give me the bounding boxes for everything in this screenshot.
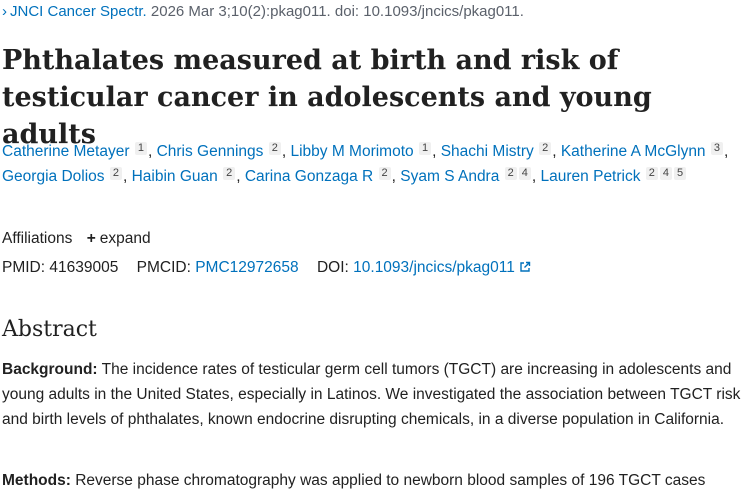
methods-label: Methods: <box>2 472 71 489</box>
doi-link[interactable]: 10.1093/jncics/pkag011 <box>353 259 531 276</box>
author-separator: , <box>531 168 541 185</box>
affiliation-number-link[interactable]: 2 <box>268 142 281 155</box>
plus-icon: + <box>86 230 96 247</box>
pmcid-link[interactable]: PMC12972658 <box>195 259 299 276</box>
author-separator: , <box>147 143 157 160</box>
abstract-methods: Methods: Reverse phase chromatography wa… <box>2 468 747 493</box>
affiliation-number-link[interactable]: 5 <box>674 167 687 180</box>
author-separator: , <box>724 143 729 160</box>
chevron-right-icon: › <box>2 3 7 20</box>
author-link[interactable]: Shachi Mistry <box>440 143 534 160</box>
background-label: Background: <box>2 361 98 378</box>
affiliations-label: Affiliations <box>2 230 73 247</box>
authors-list: Catherine Metayer 1, Chris Gennings 2, L… <box>2 139 747 189</box>
citation-details: 2026 Mar 3;10(2):pkag011. doi: 10.1093/j… <box>150 3 524 20</box>
affiliation-number-link[interactable]: 2 <box>539 142 552 155</box>
external-link-icon <box>520 261 531 272</box>
affiliation-number-link[interactable]: 1 <box>134 142 147 155</box>
author-link[interactable]: Carina Gonzaga R <box>244 168 374 185</box>
doi-label: DOI: <box>316 259 349 276</box>
affiliation-number-link[interactable]: 1 <box>418 142 432 155</box>
author-link[interactable]: Libby M Morimoto <box>290 143 414 160</box>
affiliation-number-link[interactable]: 2 <box>223 167 236 180</box>
background-text: The incidence rates of testicular germ c… <box>2 361 741 428</box>
author-separator: , <box>236 168 245 185</box>
pmid-value: 41639005 <box>49 259 119 276</box>
methods-text: Reverse phase chromatography was applied… <box>75 472 706 489</box>
author-separator: , <box>391 168 401 185</box>
author-link[interactable]: Catherine Metayer <box>2 143 130 160</box>
journal-link[interactable]: JNCI Cancer Spectr. <box>10 3 147 20</box>
affiliation-number-link[interactable]: 2 <box>645 167 658 180</box>
author-separator: , <box>122 168 132 185</box>
affiliation-number-link[interactable]: 3 <box>710 142 723 155</box>
article-title: Phthalates measured at birth and risk of… <box>2 45 652 150</box>
affiliation-number-link[interactable]: 4 <box>518 167 531 180</box>
affiliation-number-link[interactable]: 2 <box>109 167 122 180</box>
author-link[interactable]: Georgia Dolios <box>2 168 105 185</box>
abstract-background: Background: The incidence rates of testi… <box>2 357 747 432</box>
author-link[interactable]: Chris Gennings <box>156 143 264 160</box>
expand-label: expand <box>99 230 151 247</box>
author-link[interactable]: Syam S Andra <box>400 168 500 185</box>
affiliations-expand-button[interactable]: + expand <box>87 230 151 247</box>
author-separator: , <box>432 143 441 160</box>
affiliations-row: Affiliations + expand <box>2 230 151 248</box>
pmcid-label: PMCID: <box>136 259 191 276</box>
author-separator: , <box>552 143 561 160</box>
affiliation-number-link[interactable]: 4 <box>659 167 673 180</box>
doi-value: 10.1093/jncics/pkag011 <box>353 259 515 276</box>
author-link[interactable]: Lauren Petrick <box>540 168 641 185</box>
affiliation-number-link[interactable]: 2 <box>378 167 391 180</box>
abstract-heading: Abstract <box>2 317 97 342</box>
identifiers-row: PMID: 41639005 PMCID: PMC12972658 DOI: 1… <box>2 259 531 277</box>
affiliation-number-link[interactable]: 2 <box>504 167 517 180</box>
pmid-label: PMID: <box>2 259 46 276</box>
author-separator: , <box>281 143 291 160</box>
citation-line: › JNCI Cancer Spectr. 2026 Mar 3;10(2):pk… <box>2 3 524 20</box>
author-link[interactable]: Haibin Guan <box>131 168 218 185</box>
author-link[interactable]: Katherine A McGlynn <box>560 143 706 160</box>
